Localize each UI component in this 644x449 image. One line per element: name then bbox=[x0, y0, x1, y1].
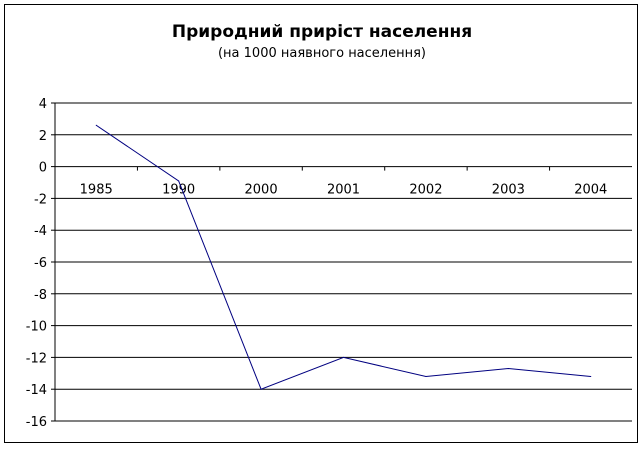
y-tick-label: -2 bbox=[34, 192, 47, 207]
x-tick-label: 2000 bbox=[245, 183, 278, 198]
y-tick-label: 0 bbox=[39, 161, 47, 176]
x-tick-label: 2002 bbox=[409, 183, 442, 198]
x-tick-label: 1990 bbox=[162, 183, 195, 198]
data-point bbox=[178, 180, 180, 182]
chart-title: Природний приріст населення bbox=[171, 22, 473, 42]
y-tick-label: 4 bbox=[39, 97, 47, 112]
y-tick-label: -12 bbox=[26, 351, 47, 366]
chart-subtitle: (на 1000 наявного населення) bbox=[217, 46, 426, 61]
y-tick-label: -4 bbox=[34, 224, 47, 239]
y-tick-label: -8 bbox=[34, 288, 47, 303]
data-point bbox=[95, 124, 97, 126]
y-tick-label: -6 bbox=[34, 256, 47, 271]
x-tick-label: 2004 bbox=[574, 183, 607, 198]
x-tick-label: 2001 bbox=[327, 183, 360, 198]
y-tick-label: -14 bbox=[26, 383, 47, 398]
data-point bbox=[507, 368, 509, 370]
series-line bbox=[95, 124, 591, 390]
data-point bbox=[590, 375, 592, 377]
x-tick-label: 1985 bbox=[80, 183, 113, 198]
y-tick-label: 2 bbox=[39, 129, 47, 144]
data-point bbox=[425, 375, 427, 377]
x-tick-label: 2003 bbox=[492, 183, 525, 198]
data-point bbox=[343, 356, 344, 358]
y-tick-label: -10 bbox=[26, 320, 47, 335]
chart-frame bbox=[4, 4, 638, 443]
data-point bbox=[260, 388, 262, 390]
y-tick-label: -16 bbox=[26, 415, 47, 430]
